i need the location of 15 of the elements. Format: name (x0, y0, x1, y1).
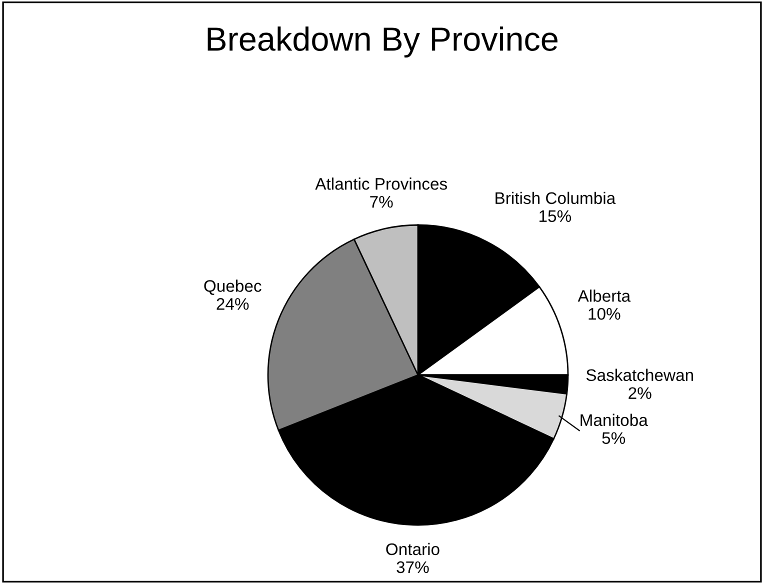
data-label: 2% (628, 387, 652, 399)
data-label: 7% (370, 196, 393, 208)
data-label: 15% (540, 210, 572, 222)
data-label: 24% (216, 298, 249, 310)
slice-label: Saskatchewan (586, 368, 693, 382)
slice-label: Atlantic Provinces (315, 178, 447, 190)
slice-label: Alberta (578, 290, 631, 302)
data-label: 10% (588, 308, 620, 320)
data-label: 37% (396, 561, 429, 574)
slice-label: British Columbia (496, 192, 616, 204)
slice-label: Quebec (204, 280, 262, 295)
slice-label: Ontario (386, 542, 440, 556)
data-label: 5% (602, 432, 626, 444)
slice-label: Manitoba (580, 414, 648, 426)
chart-title: Breakdown By Province (208, 26, 558, 58)
